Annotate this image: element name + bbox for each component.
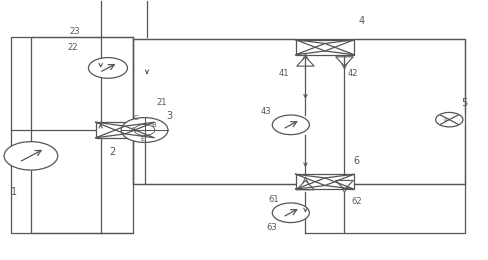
Circle shape [4, 142, 58, 170]
Bar [295, 40, 353, 55]
Text: 43: 43 [260, 107, 270, 116]
Circle shape [88, 57, 127, 78]
Text: 22: 22 [67, 43, 78, 52]
Bar [11, 37, 133, 233]
Text: 62: 62 [350, 197, 361, 206]
Text: 21: 21 [156, 98, 166, 107]
Text: 41: 41 [278, 69, 288, 77]
Bar [295, 174, 353, 189]
Text: 6: 6 [353, 156, 359, 166]
Bar [96, 122, 154, 138]
Text: ω: ω [443, 117, 448, 122]
Circle shape [272, 115, 309, 135]
Circle shape [435, 112, 462, 127]
Text: 42: 42 [347, 69, 358, 77]
Text: 2: 2 [109, 147, 116, 157]
Text: 3: 3 [165, 111, 172, 121]
Text: A: A [131, 127, 136, 133]
Bar [133, 40, 464, 184]
Text: E: E [140, 136, 144, 142]
Circle shape [272, 203, 309, 223]
Text: 1: 1 [11, 187, 18, 197]
Text: 63: 63 [265, 223, 276, 232]
Circle shape [121, 118, 167, 142]
Text: 5: 5 [460, 98, 466, 108]
Text: 61: 61 [268, 195, 279, 204]
Text: C: C [134, 115, 138, 121]
Text: B: B [151, 122, 155, 128]
Text: 23: 23 [69, 27, 80, 36]
Text: 4: 4 [358, 16, 364, 26]
